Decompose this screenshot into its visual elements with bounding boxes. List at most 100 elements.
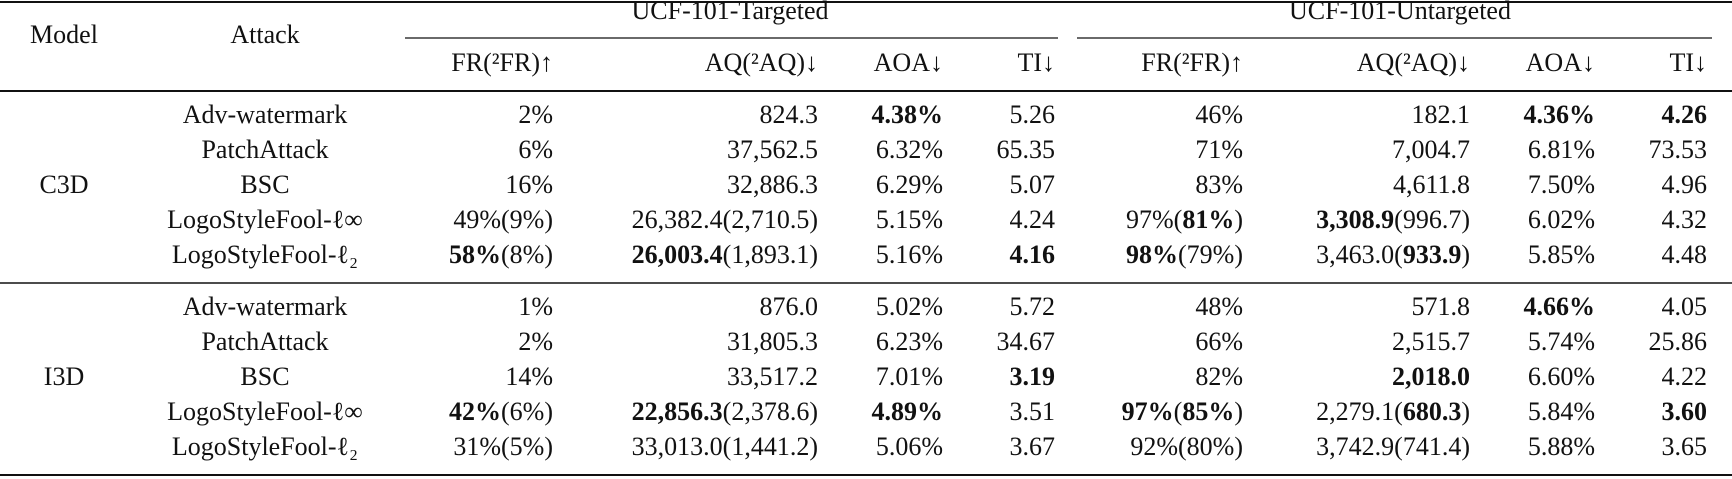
table-cell: 46% — [1195, 100, 1243, 129]
cell-value: 49%(9%) — [453, 205, 553, 234]
table-cell: 6.81% — [1528, 135, 1595, 164]
cell-value: 92%(80%) — [1130, 432, 1243, 461]
cell-value: 4.24 — [1010, 205, 1056, 234]
table-cell: 4.89% — [872, 397, 944, 426]
table-cell: 5.26 — [1010, 100, 1056, 129]
table-cell: 2,279.1(680.3) — [1316, 397, 1470, 426]
column-header: TI↓ — [1017, 48, 1055, 77]
bold-value: 4.36% — [1524, 100, 1596, 129]
cell-value: 34.67 — [997, 327, 1056, 356]
table-cell: 571.8 — [1412, 292, 1471, 321]
bold-value: 4.89% — [872, 397, 944, 426]
table-cell: 5.74% — [1528, 327, 1595, 356]
bold-value: 933.9 — [1403, 240, 1462, 269]
cell-value: 46% — [1195, 100, 1243, 129]
table-cell: 3.51 — [1010, 397, 1056, 426]
table-cell: 3,308.9(996.7) — [1316, 205, 1470, 234]
table-cell: 4.16 — [1010, 240, 1056, 269]
cell-value: (2,378.6) — [723, 397, 818, 426]
cell-value: 16% — [505, 170, 553, 199]
table-cell: 6.32% — [876, 135, 943, 164]
cell-value: 25.86 — [1649, 327, 1708, 356]
table-cell: 48% — [1195, 292, 1243, 321]
attack-label: LogoStyleFool-ℓ₂ — [172, 240, 358, 269]
table-cell: 25.86 — [1649, 327, 1708, 356]
column-header: AOA↓ — [1526, 48, 1595, 77]
attack-label: PatchAttack — [201, 327, 328, 356]
table-cell: 2,018.0 — [1392, 362, 1470, 391]
cell-value: 48% — [1195, 292, 1243, 321]
cell-value: 5.06% — [876, 432, 943, 461]
cell-value: 3.67 — [1010, 432, 1056, 461]
table-cell: 4.26 — [1662, 100, 1708, 129]
column-header: AQ(²AQ)↓ — [705, 48, 818, 77]
table-cell: 65.35 — [997, 135, 1056, 164]
cell-value: (79%) — [1178, 240, 1243, 269]
table-cell: 3.65 — [1662, 432, 1708, 461]
cell-value: 14% — [505, 362, 553, 391]
table-cell: 2,515.7 — [1392, 327, 1470, 356]
table-cell: 4.22 — [1662, 362, 1708, 391]
table-cell: 4.05 — [1662, 292, 1708, 321]
table-cell: 73.53 — [1649, 135, 1708, 164]
cell-value: 6.81% — [1528, 135, 1595, 164]
table-cell: 82% — [1195, 362, 1243, 391]
table-cell: 6.60% — [1528, 362, 1595, 391]
cell-value: 4.22 — [1662, 362, 1708, 391]
cell-value: 5.88% — [1528, 432, 1595, 461]
cell-value: 3,742.9(741.4) — [1316, 432, 1470, 461]
cell-value: 33,013.0(1,441.2) — [632, 432, 818, 461]
table-cell: 49%(9%) — [453, 205, 553, 234]
table-cell: 4.96 — [1662, 170, 1708, 199]
bold-value: 4.38% — [872, 100, 944, 129]
cell-value: 6% — [518, 135, 553, 164]
cell-value: 6.23% — [876, 327, 943, 356]
bold-value: 85% — [1182, 397, 1234, 426]
bold-value: 42% — [449, 397, 501, 426]
cell-value: 71% — [1195, 135, 1243, 164]
cell-value: 83% — [1195, 170, 1243, 199]
cell-value: ) — [1234, 205, 1243, 234]
attack-label: LogoStyleFool-ℓ₂ — [172, 432, 358, 461]
cell-value: 1% — [518, 292, 553, 321]
bold-value: 98% — [1126, 240, 1178, 269]
table-cell: 71% — [1195, 135, 1243, 164]
cell-value: 3.65 — [1662, 432, 1708, 461]
table-cell: 22,856.3(2,378.6) — [632, 397, 818, 426]
table-cell: 5.15% — [876, 205, 943, 234]
table-cell: 5.07 — [1010, 170, 1056, 199]
table-cell: 6.29% — [876, 170, 943, 199]
table-cell: 92%(80%) — [1130, 432, 1243, 461]
attack-label: Adv-watermark — [183, 292, 348, 321]
table-cell: 26,382.4(2,710.5) — [632, 205, 818, 234]
table-cell: 3,463.0(933.9) — [1316, 240, 1470, 269]
cell-value: 6.29% — [876, 170, 943, 199]
cell-value: 4,611.8 — [1393, 170, 1470, 199]
bold-value: 2,018.0 — [1392, 362, 1470, 391]
cell-value: 66% — [1195, 327, 1243, 356]
table-cell: 5.84% — [1528, 397, 1595, 426]
cell-value: 182.1 — [1412, 100, 1471, 129]
cell-value: 5.74% — [1528, 327, 1595, 356]
cell-value: 65.35 — [997, 135, 1056, 164]
table-cell: 33,013.0(1,441.2) — [632, 432, 818, 461]
group-header: UCF-101-Untargeted — [1289, 0, 1511, 25]
cell-value: 37,562.5 — [727, 135, 818, 164]
cell-value: 6.32% — [876, 135, 943, 164]
cell-value: 571.8 — [1412, 292, 1471, 321]
cell-value: (996.7) — [1394, 205, 1470, 234]
bold-value: 81% — [1182, 205, 1234, 234]
table-cell: 7,004.7 — [1392, 135, 1470, 164]
cell-value: 7.01% — [876, 362, 943, 391]
bold-value: 4.26 — [1662, 100, 1708, 129]
table-cell: 4.36% — [1524, 100, 1596, 129]
cell-value: (1,893.1) — [723, 240, 818, 269]
cell-value: 82% — [1195, 362, 1243, 391]
cell-value: 73.53 — [1649, 135, 1708, 164]
cell-value: 6.60% — [1528, 362, 1595, 391]
table-cell: 97%(81%) — [1126, 205, 1243, 234]
table-cell: 3.67 — [1010, 432, 1056, 461]
cell-value: ( — [1174, 397, 1183, 426]
bold-value: 3.19 — [1010, 362, 1056, 391]
attack-label: PatchAttack — [201, 135, 328, 164]
